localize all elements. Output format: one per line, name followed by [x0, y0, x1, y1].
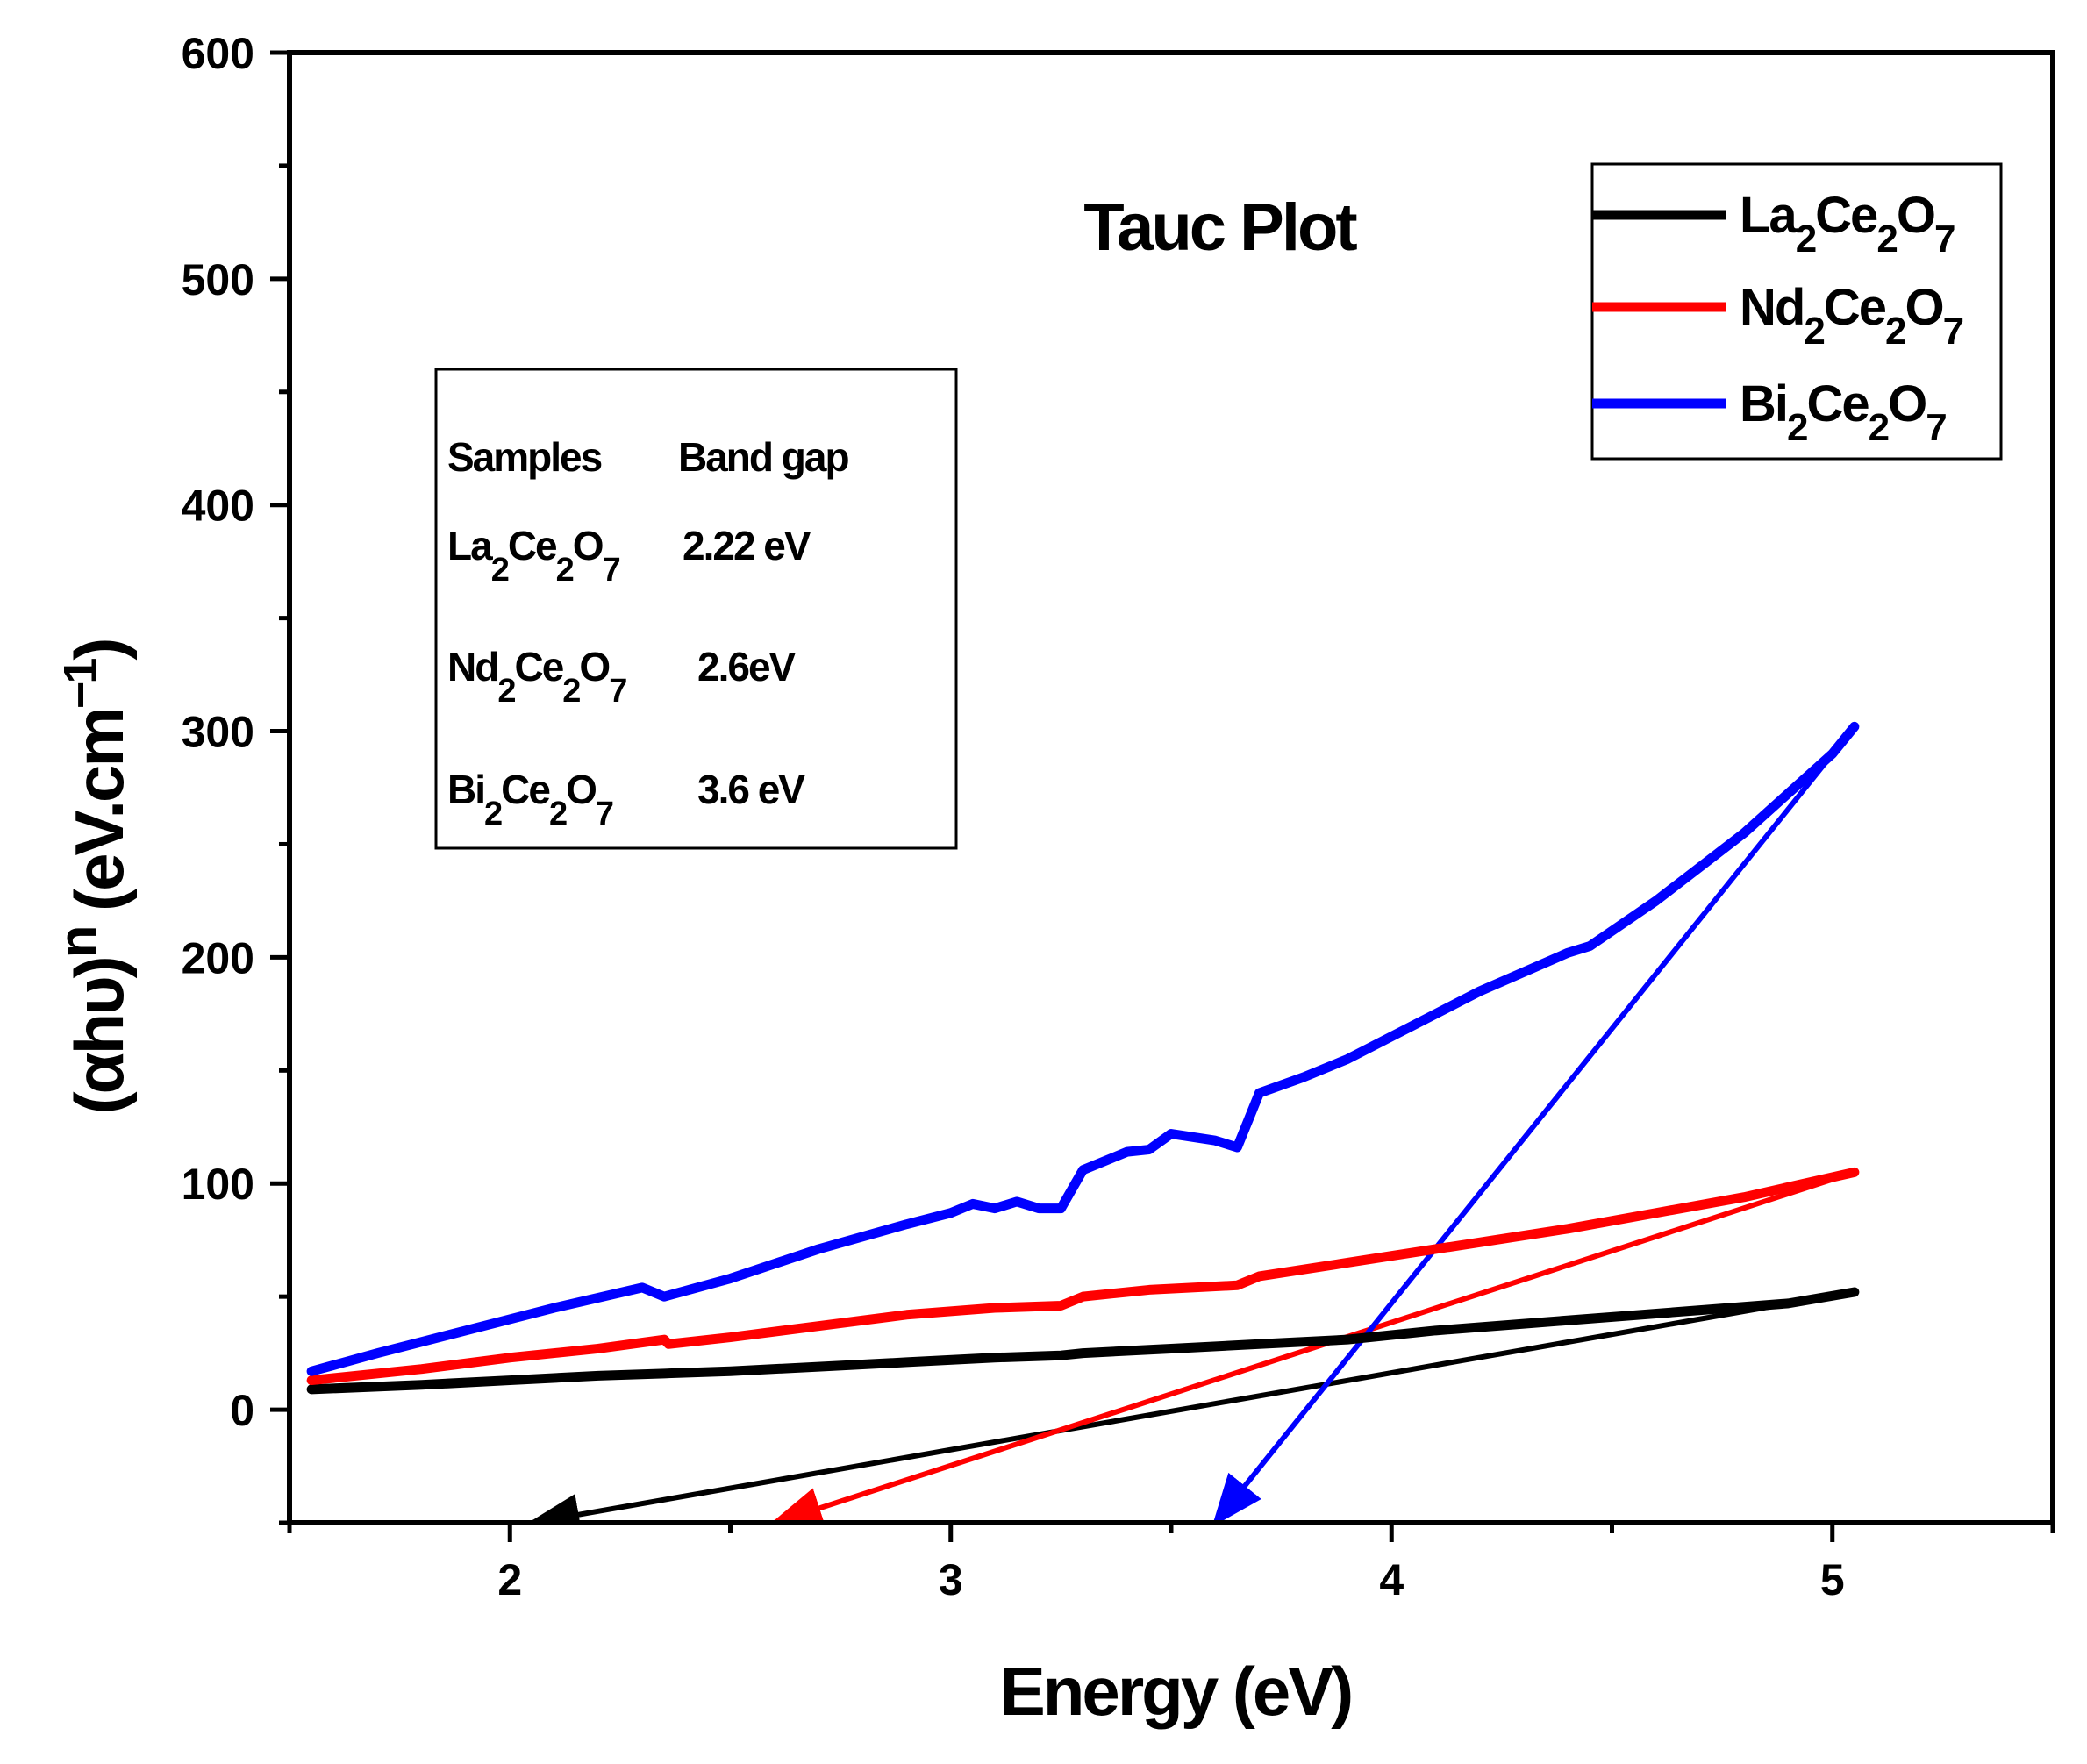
x-tick-label: 5 [1820, 1555, 1845, 1604]
table-sample-0: La2Ce2O7 [447, 523, 620, 589]
tangent-line-1 [769, 1169, 1855, 1523]
x-axis-title: Energy (eV) [1000, 1653, 1351, 1730]
x-tick-labels: 2 3 4 5 [497, 1555, 1844, 1604]
plot-area [306, 721, 1860, 1523]
y-tick-label: 500 [182, 255, 254, 304]
legend-label-0: La2Ce2O7 [1740, 187, 1955, 261]
axis-ticks [270, 50, 2055, 1542]
y-tick-label: 0 [230, 1386, 254, 1435]
y-axis-title: (αhυ)n (eV.cm−1) [48, 640, 138, 1115]
table-sample-2: Bi2Ce2O7 [447, 767, 613, 832]
x-tick-label: 4 [1379, 1555, 1404, 1604]
y-tick-label: 600 [182, 29, 254, 78]
series-line-2 [306, 721, 1860, 1376]
table-band-gap-1: 2.6eV [697, 644, 797, 689]
series-line-1 [306, 1167, 1860, 1386]
plot-frame [287, 50, 2055, 1525]
legend-label-2: Bi2Ce2O7 [1740, 375, 1946, 449]
chart-title: Tauc Plot [1083, 190, 1357, 265]
legend: La2Ce2O7 Nd2Ce2O7 Bi2Ce2O7 [1590, 162, 2003, 461]
series-line-0 [306, 1287, 1860, 1395]
table-band-gap-2: 3.6 eV [697, 767, 805, 812]
x-tick-label: 2 [497, 1555, 522, 1604]
y-tick-label: 200 [182, 933, 254, 982]
x-tick-label: 3 [939, 1555, 963, 1604]
legend-label-1: Nd2Ce2O7 [1740, 279, 1963, 353]
band-gap-table: Samples Band gap La2Ce2O7 2.22 eV Nd2Ce2O7… [434, 368, 958, 850]
y-tick-label: 400 [182, 482, 254, 531]
y-tick-label: 100 [182, 1160, 254, 1209]
tangent-line-2 [1211, 725, 1857, 1523]
band-gap-table-box [434, 368, 958, 850]
tangent-line-0 [526, 1289, 1855, 1523]
y-tick-labels: 0 100 200 300 400 500 600 [182, 29, 254, 1435]
table-header-samples: Samples [447, 434, 602, 480]
table-band-gap-0: 2.22 eV [683, 523, 811, 568]
table-header-band-gap: Band gap [678, 434, 848, 480]
table-sample-1: Nd2Ce2O7 [447, 644, 626, 710]
y-tick-label: 300 [182, 708, 254, 757]
